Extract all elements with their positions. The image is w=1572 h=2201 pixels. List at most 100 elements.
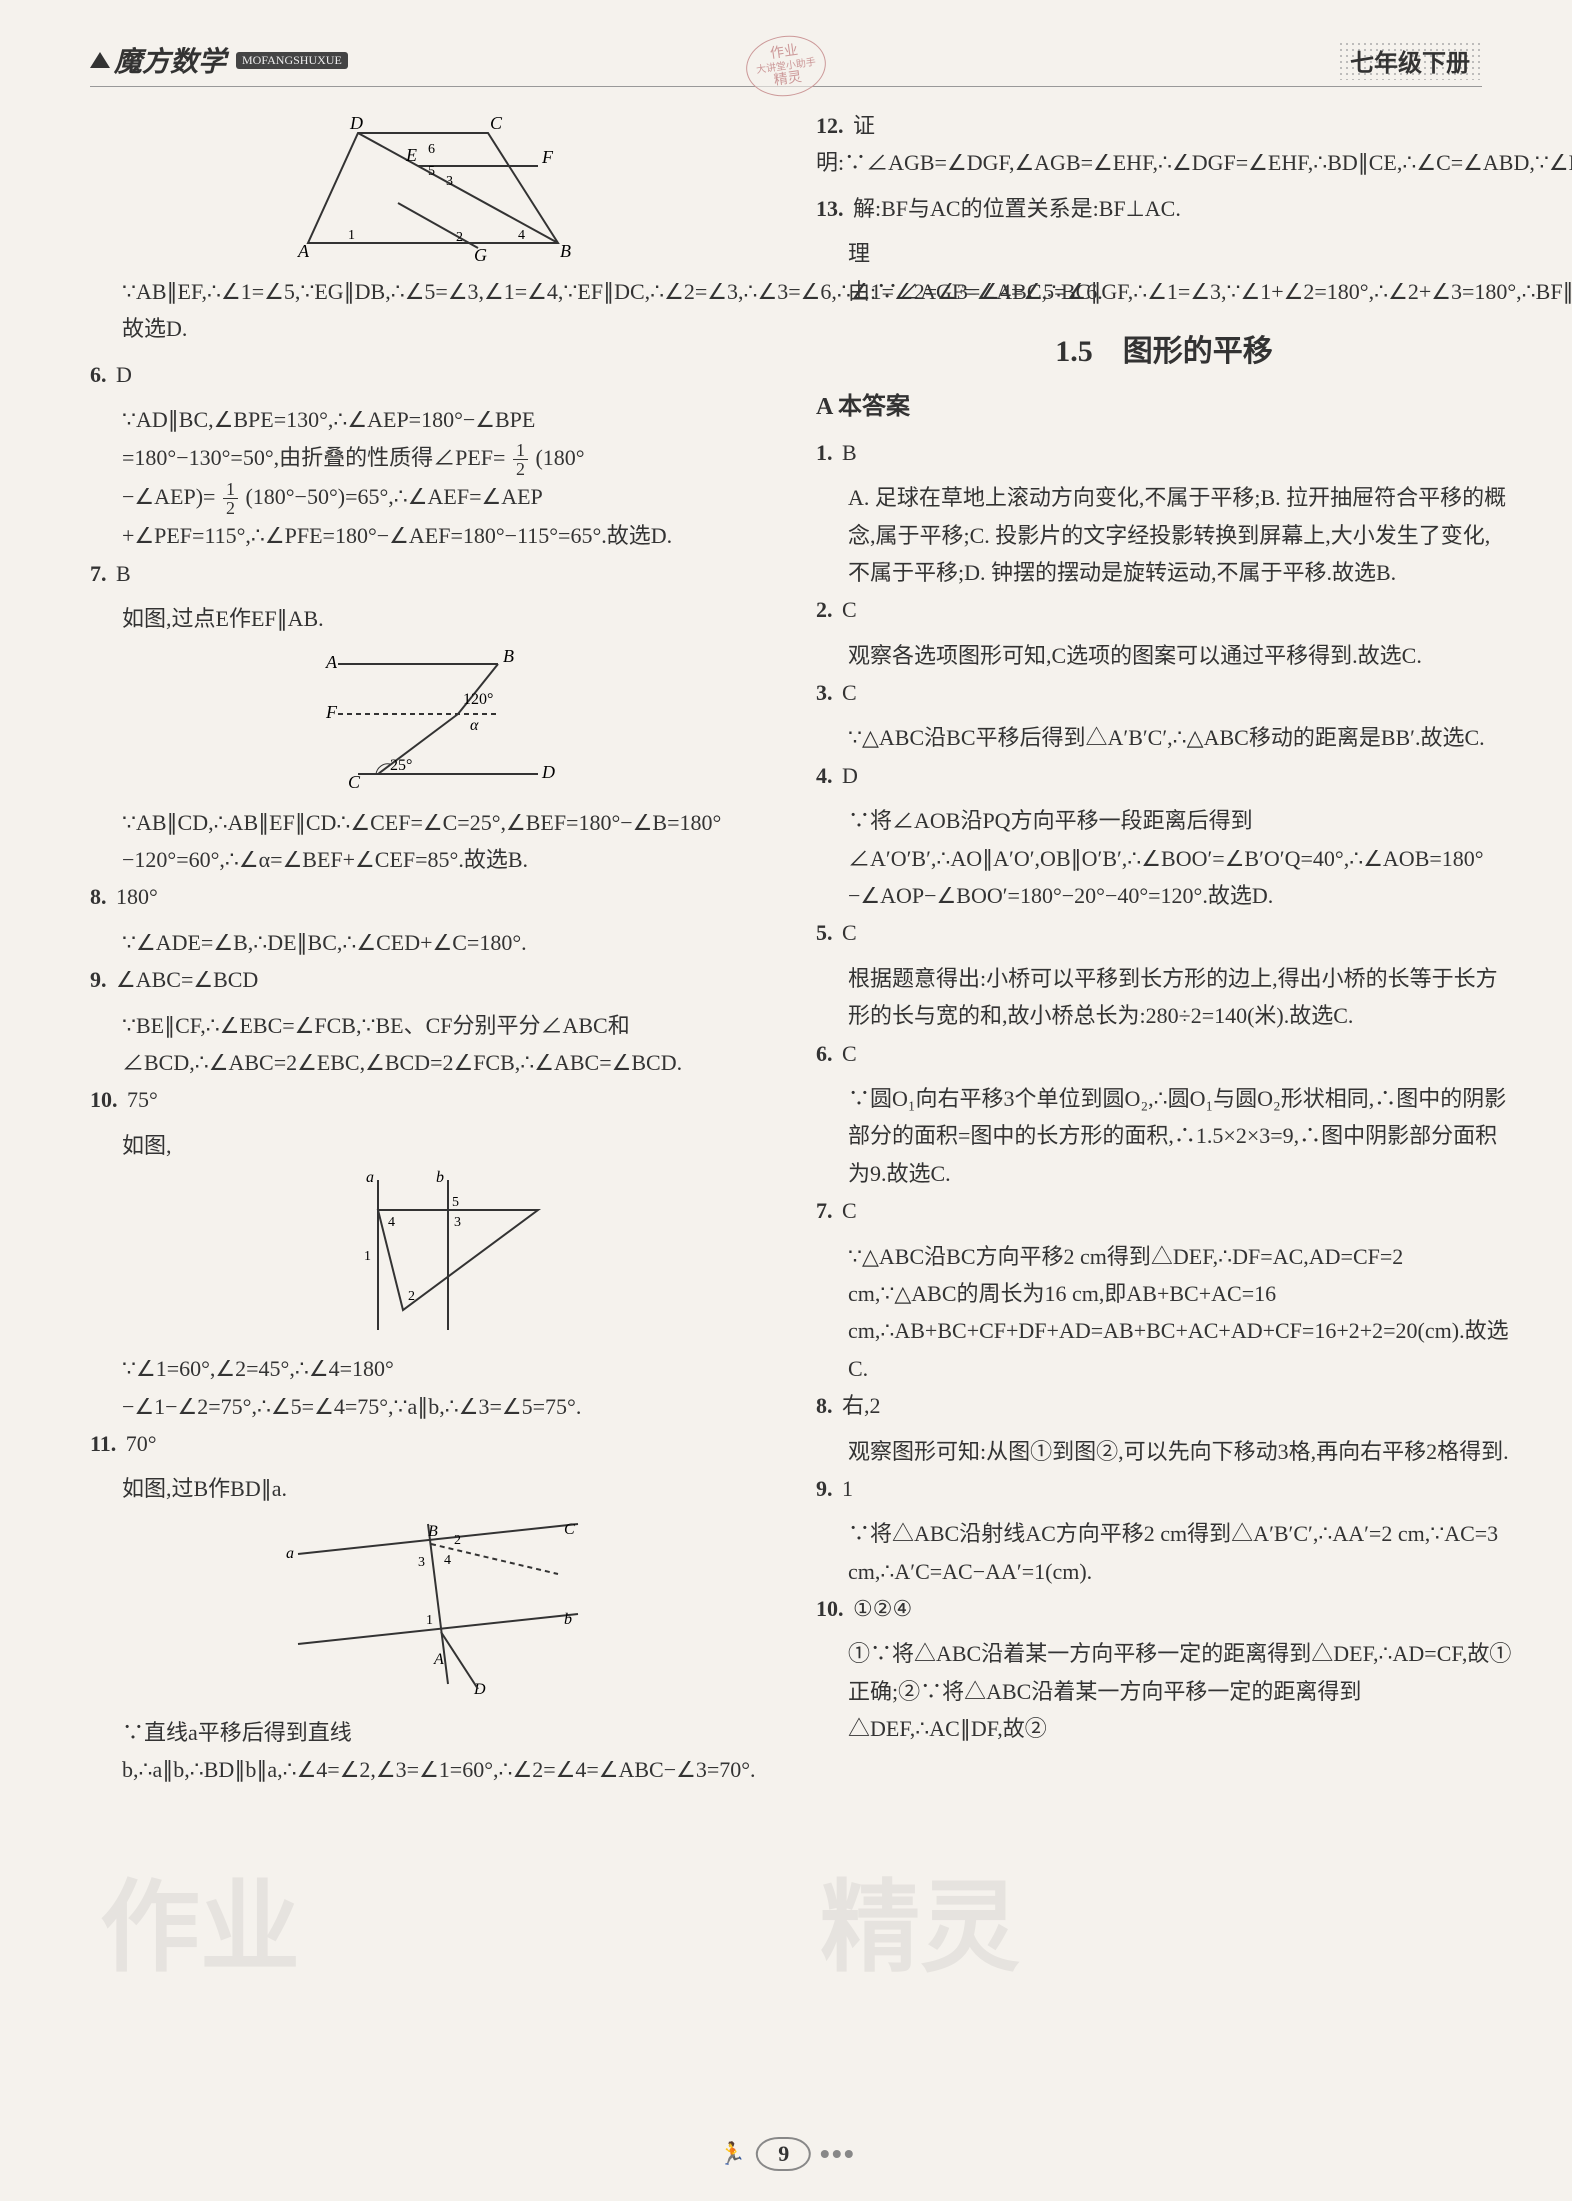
question-9: 9. ∠ABC=∠BCD xyxy=(90,961,786,998)
q-num: 13. xyxy=(816,196,844,221)
svg-text:120°: 120° xyxy=(463,691,493,708)
solution-text: 观察各选项图形可知,C选项的图案可以通过平移得到.故选C. xyxy=(816,637,1512,674)
svg-text:B: B xyxy=(503,646,514,666)
svg-text:5: 5 xyxy=(428,164,435,179)
solution-text: ∵∠1=60°,∠2=45°,∴∠4=180°−∠1−∠2=75°,∴∠5=∠4… xyxy=(90,1350,786,1425)
watermark: 作业 xyxy=(100,1846,300,1991)
solution-text: 理由:∵∠AGF=∠ABC,∴BC∥GF,∴∠1=∠3,∵∠1+∠2=180°,… xyxy=(816,235,1512,310)
q-num: 9. xyxy=(816,1476,833,1501)
svg-text:4: 4 xyxy=(388,1215,395,1230)
question-r2: 2. C xyxy=(816,591,1512,628)
q-num: 4. xyxy=(816,763,833,788)
svg-text:F: F xyxy=(541,147,554,167)
q-num: 6. xyxy=(90,362,107,387)
q-answer: C xyxy=(842,597,857,622)
q-num: 12. xyxy=(816,113,844,138)
question-6: 6. D xyxy=(90,356,786,393)
q-answer: 1 xyxy=(842,1476,853,1501)
solution-text: ∵△ABC沿BC平移后得到△A′B′C′,∴△ABC移动的距离是BB′.故选C. xyxy=(816,719,1512,756)
svg-text:1: 1 xyxy=(348,228,355,243)
q-num: 5. xyxy=(816,920,833,945)
figure-parallel-lines: a B 2 C 3 4 1 b A D xyxy=(90,1514,786,1704)
solution-text: 解:BF与AC的位置关系是:BF⊥AC. xyxy=(853,196,1181,221)
question-7: 7. B xyxy=(90,555,786,592)
solution-text: 根据题意得出:小桥可以平移到长方形的边上,得出小桥的长等于长方形的长与宽的和,故… xyxy=(816,960,1512,1035)
question-r4: 4. D xyxy=(816,757,1512,794)
question-11: 11. 70° xyxy=(90,1425,786,1462)
solution-text: +∠PEF=115°,∴∠PFE=180°−∠AEF=180°−115°=65°… xyxy=(90,517,786,554)
solution-text: A. 足球在草地上滚动方向变化,不属于平移;B. 拉开抽屉符合平移的概念,属于平… xyxy=(816,479,1512,591)
question-r6: 6. C xyxy=(816,1035,1512,1072)
svg-text:5: 5 xyxy=(452,1195,459,1210)
solution-text: −∠AEP)= 12 (180°−50°)=65°,∴∠AEF=∠AEP xyxy=(90,478,786,517)
svg-text:α: α xyxy=(470,717,479,734)
right-column: 12. 证明:∵∠AGB=∠DGF,∠AGB=∠EHF,∴∠DGF=∠EHF,∴… xyxy=(816,107,1512,1789)
q-num: 11. xyxy=(90,1431,116,1456)
solution-text: ∵圆O₁向右平移3个单位到圆O₂,∴圆O₁与圆O₂形状相同,∴图中的阴影部分的面… xyxy=(816,1080,1512,1192)
svg-text:b: b xyxy=(564,1611,572,1628)
q-answer: B xyxy=(842,440,857,465)
q-answer: 右,2 xyxy=(842,1393,881,1418)
svg-text:2: 2 xyxy=(456,230,463,245)
grade-label: 七年级下册 xyxy=(1338,41,1482,80)
solution-text: ∵将∠AOB沿PQ方向平移一段距离后得到∠A′O′B′,∴AO∥A′O′,OB∥… xyxy=(816,802,1512,914)
question-r1: 1. B xyxy=(816,434,1512,471)
q-answer: C xyxy=(842,1041,857,1066)
solution-text: ∵直线a平移后得到直线b,∴a∥b,∴BD∥b∥a,∴∠4=∠2,∠3=∠1=6… xyxy=(90,1714,786,1789)
q-answer: C xyxy=(842,1198,857,1223)
sub-heading: A 本答案 xyxy=(816,387,1512,428)
figure-zigzag: A B F 120° α C D 25° xyxy=(90,644,786,794)
q-num: 7. xyxy=(816,1198,833,1223)
question-r9: 9. 1 xyxy=(816,1470,1512,1507)
svg-text:a: a xyxy=(286,1545,294,1562)
svg-text:2: 2 xyxy=(454,1533,461,1548)
q-answer: 70° xyxy=(126,1431,157,1456)
q-num: 8. xyxy=(90,884,107,909)
solution-text: 证明:∵∠AGB=∠DGF,∠AGB=∠EHF,∴∠DGF=∠EHF,∴BD∥C… xyxy=(816,113,1572,175)
question-r3: 3. C xyxy=(816,674,1512,711)
solution-text: ∵AD∥BC,∠BPE=130°,∴∠AEP=180°−∠BPE xyxy=(90,401,786,438)
question-r8: 8. 右,2 xyxy=(816,1387,1512,1424)
svg-text:3: 3 xyxy=(418,1555,425,1570)
solution-text: ∵∠ADE=∠B,∴DE∥BC,∴∠CED+∠C=180°. xyxy=(90,924,786,961)
svg-text:6: 6 xyxy=(428,142,435,157)
question-r7: 7. C xyxy=(816,1192,1512,1229)
q-num: 8. xyxy=(816,1393,833,1418)
book-subtitle: MOFANGSHUXUE xyxy=(236,52,348,69)
dots-icon xyxy=(821,2150,853,2158)
svg-text:A: A xyxy=(433,1651,444,1668)
svg-text:a: a xyxy=(366,1170,374,1186)
section-title: 1.5 图形的平移 xyxy=(816,326,1512,377)
q-num: 9. xyxy=(90,967,107,992)
solution-text: 如图, xyxy=(90,1127,786,1164)
svg-text:C: C xyxy=(490,113,503,133)
q-answer: ①②④ xyxy=(853,1596,912,1621)
svg-text:G: G xyxy=(474,245,487,263)
book-title: 魔方数学 xyxy=(114,40,226,80)
q-answer: 180° xyxy=(116,884,158,909)
svg-text:4: 4 xyxy=(518,228,525,243)
solution-text: 如图,过点E作EF∥AB. xyxy=(90,600,786,637)
q-num: 7. xyxy=(90,561,107,586)
left-column: D C F A B E G 6 5 3 1 2 4 ∵AB∥EF,∴∠1=∠5,… xyxy=(90,107,786,1789)
figure-trapezoid: D C F A B E G 6 5 3 1 2 4 xyxy=(90,113,786,263)
svg-text:C: C xyxy=(348,772,361,792)
question-8: 8. 180° xyxy=(90,878,786,915)
svg-text:3: 3 xyxy=(454,1215,461,1230)
page-number: 9 xyxy=(756,2137,811,2171)
question-10: 10. 75° xyxy=(90,1081,786,1118)
q-answer: 75° xyxy=(127,1087,158,1112)
q-num: 2. xyxy=(816,597,833,622)
solution-text: =180°−130°=50°,由折叠的性质得∠PEF= 12 (180° xyxy=(90,439,786,478)
triangle-icon xyxy=(90,52,110,68)
solution-text: ∵BE∥CF,∴∠EBC=∠FCB,∵BE、CF分别平分∠ABC和∠BCD,∴∠… xyxy=(90,1007,786,1082)
stamp-line: 精灵 xyxy=(773,69,803,88)
header-left: 魔方数学 MOFANGSHUXUE xyxy=(90,40,348,80)
solution-text: 观察图形可知:从图①到图②,可以先向下移动3格,再向右平移2格得到. xyxy=(816,1433,1512,1470)
svg-text:2: 2 xyxy=(408,1289,415,1304)
solution-text: ∵AB∥CD,∴AB∥EF∥CD∴∠CEF=∠C=25°,∠BEF=180°−∠… xyxy=(90,804,786,879)
question-12: 12. 证明:∵∠AGB=∠DGF,∠AGB=∠EHF,∴∠DGF=∠EHF,∴… xyxy=(816,107,1512,182)
figure-triangle-lines: a b 5 3 4 1 2 xyxy=(90,1170,786,1340)
svg-text:3: 3 xyxy=(446,174,453,189)
question-13: 13. 解:BF与AC的位置关系是:BF⊥AC. xyxy=(816,190,1512,227)
